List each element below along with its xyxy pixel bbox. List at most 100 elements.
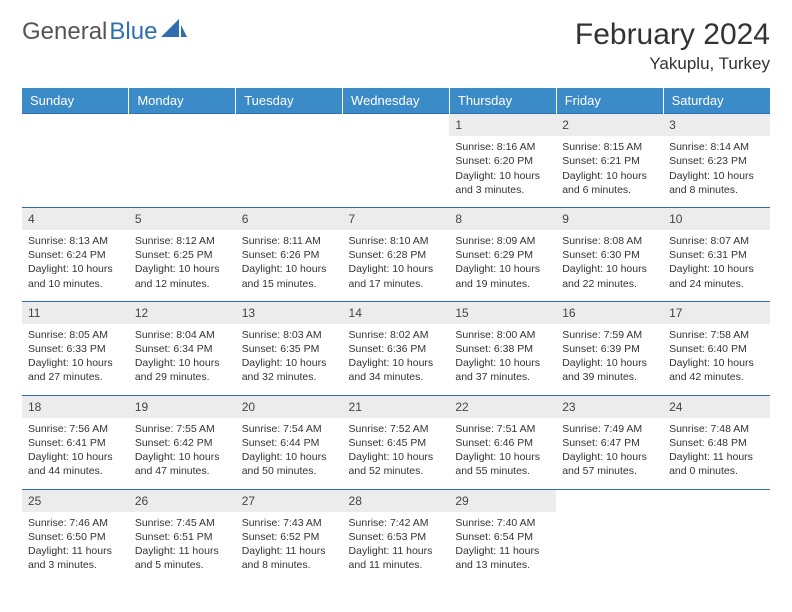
day-content: Sunrise: 8:05 AMSunset: 6:33 PMDaylight:… — [22, 324, 129, 395]
calendar-cell: 24Sunrise: 7:48 AMSunset: 6:48 PMDayligh… — [663, 395, 770, 489]
day-number: 22 — [449, 396, 556, 418]
day-number: 18 — [22, 396, 129, 418]
day-content: Sunrise: 8:08 AMSunset: 6:30 PMDaylight:… — [556, 230, 663, 301]
calendar-cell: 18Sunrise: 7:56 AMSunset: 6:41 PMDayligh… — [22, 395, 129, 489]
calendar-table: SundayMondayTuesdayWednesdayThursdayFrid… — [22, 88, 770, 582]
day-number: 24 — [663, 396, 770, 418]
day-number: 12 — [129, 302, 236, 324]
day-content: Sunrise: 7:49 AMSunset: 6:47 PMDaylight:… — [556, 418, 663, 489]
day-content: Sunrise: 8:00 AMSunset: 6:38 PMDaylight:… — [449, 324, 556, 395]
calendar-cell: 8Sunrise: 8:09 AMSunset: 6:29 PMDaylight… — [449, 207, 556, 301]
day-number: 6 — [236, 208, 343, 230]
location: Yakuplu, Turkey — [575, 54, 770, 74]
calendar-cell: 3Sunrise: 8:14 AMSunset: 6:23 PMDaylight… — [663, 114, 770, 208]
calendar-cell: 9Sunrise: 8:08 AMSunset: 6:30 PMDaylight… — [556, 207, 663, 301]
calendar-cell: 26Sunrise: 7:45 AMSunset: 6:51 PMDayligh… — [129, 489, 236, 582]
day-number: 16 — [556, 302, 663, 324]
day-number: 25 — [22, 490, 129, 512]
day-number: 4 — [22, 208, 129, 230]
day-number: 13 — [236, 302, 343, 324]
calendar-head: SundayMondayTuesdayWednesdayThursdayFrid… — [22, 88, 770, 114]
day-number: 28 — [343, 490, 450, 512]
day-content: Sunrise: 7:46 AMSunset: 6:50 PMDaylight:… — [22, 512, 129, 583]
weekday-header: Saturday — [663, 88, 770, 114]
day-number: 26 — [129, 490, 236, 512]
day-content: Sunrise: 8:13 AMSunset: 6:24 PMDaylight:… — [22, 230, 129, 301]
logo: GeneralBlue — [22, 18, 187, 46]
day-content: Sunrise: 8:09 AMSunset: 6:29 PMDaylight:… — [449, 230, 556, 301]
calendar-cell: 14Sunrise: 8:02 AMSunset: 6:36 PMDayligh… — [343, 301, 450, 395]
calendar-cell — [343, 114, 450, 208]
day-content: Sunrise: 7:55 AMSunset: 6:42 PMDaylight:… — [129, 418, 236, 489]
calendar-cell: 13Sunrise: 8:03 AMSunset: 6:35 PMDayligh… — [236, 301, 343, 395]
day-content: Sunrise: 7:45 AMSunset: 6:51 PMDaylight:… — [129, 512, 236, 583]
calendar-cell: 11Sunrise: 8:05 AMSunset: 6:33 PMDayligh… — [22, 301, 129, 395]
day-content: Sunrise: 8:03 AMSunset: 6:35 PMDaylight:… — [236, 324, 343, 395]
title-block: February 2024 Yakuplu, Turkey — [575, 18, 770, 74]
day-content: Sunrise: 8:11 AMSunset: 6:26 PMDaylight:… — [236, 230, 343, 301]
calendar-cell: 29Sunrise: 7:40 AMSunset: 6:54 PMDayligh… — [449, 489, 556, 582]
day-number: 3 — [663, 114, 770, 136]
day-content: Sunrise: 7:52 AMSunset: 6:45 PMDaylight:… — [343, 418, 450, 489]
calendar-cell: 10Sunrise: 8:07 AMSunset: 6:31 PMDayligh… — [663, 207, 770, 301]
weekday-header: Wednesday — [343, 88, 450, 114]
header: GeneralBlue February 2024 Yakuplu, Turke… — [22, 18, 770, 74]
day-content: Sunrise: 8:07 AMSunset: 6:31 PMDaylight:… — [663, 230, 770, 301]
calendar-body: 1Sunrise: 8:16 AMSunset: 6:20 PMDaylight… — [22, 114, 770, 583]
calendar-cell — [663, 489, 770, 582]
day-number: 15 — [449, 302, 556, 324]
calendar-cell — [556, 489, 663, 582]
calendar-row: 1Sunrise: 8:16 AMSunset: 6:20 PMDaylight… — [22, 114, 770, 208]
calendar-row: 25Sunrise: 7:46 AMSunset: 6:50 PMDayligh… — [22, 489, 770, 582]
day-number: 21 — [343, 396, 450, 418]
calendar-cell: 16Sunrise: 7:59 AMSunset: 6:39 PMDayligh… — [556, 301, 663, 395]
day-number: 8 — [449, 208, 556, 230]
calendar-cell: 15Sunrise: 8:00 AMSunset: 6:38 PMDayligh… — [449, 301, 556, 395]
day-content: Sunrise: 8:15 AMSunset: 6:21 PMDaylight:… — [556, 136, 663, 207]
calendar-row: 4Sunrise: 8:13 AMSunset: 6:24 PMDaylight… — [22, 207, 770, 301]
day-content: Sunrise: 8:14 AMSunset: 6:23 PMDaylight:… — [663, 136, 770, 207]
day-number: 11 — [22, 302, 129, 324]
day-content: Sunrise: 8:12 AMSunset: 6:25 PMDaylight:… — [129, 230, 236, 301]
calendar-cell: 19Sunrise: 7:55 AMSunset: 6:42 PMDayligh… — [129, 395, 236, 489]
calendar-cell — [129, 114, 236, 208]
calendar-row: 11Sunrise: 8:05 AMSunset: 6:33 PMDayligh… — [22, 301, 770, 395]
calendar-cell: 20Sunrise: 7:54 AMSunset: 6:44 PMDayligh… — [236, 395, 343, 489]
calendar-cell: 23Sunrise: 7:49 AMSunset: 6:47 PMDayligh… — [556, 395, 663, 489]
day-content: Sunrise: 7:56 AMSunset: 6:41 PMDaylight:… — [22, 418, 129, 489]
day-content: Sunrise: 7:42 AMSunset: 6:53 PMDaylight:… — [343, 512, 450, 583]
calendar-cell — [236, 114, 343, 208]
calendar-cell — [22, 114, 129, 208]
day-content: Sunrise: 8:02 AMSunset: 6:36 PMDaylight:… — [343, 324, 450, 395]
calendar-cell: 5Sunrise: 8:12 AMSunset: 6:25 PMDaylight… — [129, 207, 236, 301]
calendar-cell: 2Sunrise: 8:15 AMSunset: 6:21 PMDaylight… — [556, 114, 663, 208]
day-number: 29 — [449, 490, 556, 512]
calendar-cell: 7Sunrise: 8:10 AMSunset: 6:28 PMDaylight… — [343, 207, 450, 301]
day-number: 1 — [449, 114, 556, 136]
day-content: Sunrise: 8:16 AMSunset: 6:20 PMDaylight:… — [449, 136, 556, 207]
calendar-cell: 28Sunrise: 7:42 AMSunset: 6:53 PMDayligh… — [343, 489, 450, 582]
day-number: 5 — [129, 208, 236, 230]
day-number: 2 — [556, 114, 663, 136]
day-number: 20 — [236, 396, 343, 418]
day-content: Sunrise: 7:54 AMSunset: 6:44 PMDaylight:… — [236, 418, 343, 489]
month-title: February 2024 — [575, 18, 770, 52]
day-number: 9 — [556, 208, 663, 230]
sail-icon — [161, 18, 187, 46]
calendar-cell: 1Sunrise: 8:16 AMSunset: 6:20 PMDaylight… — [449, 114, 556, 208]
weekday-header: Friday — [556, 88, 663, 114]
calendar-cell: 22Sunrise: 7:51 AMSunset: 6:46 PMDayligh… — [449, 395, 556, 489]
calendar-cell: 27Sunrise: 7:43 AMSunset: 6:52 PMDayligh… — [236, 489, 343, 582]
day-number: 17 — [663, 302, 770, 324]
calendar-cell: 4Sunrise: 8:13 AMSunset: 6:24 PMDaylight… — [22, 207, 129, 301]
calendar-cell: 6Sunrise: 8:11 AMSunset: 6:26 PMDaylight… — [236, 207, 343, 301]
day-number: 7 — [343, 208, 450, 230]
weekday-header: Thursday — [449, 88, 556, 114]
logo-text-blue: Blue — [109, 18, 157, 46]
weekday-header: Sunday — [22, 88, 129, 114]
calendar-row: 18Sunrise: 7:56 AMSunset: 6:41 PMDayligh… — [22, 395, 770, 489]
calendar-cell: 21Sunrise: 7:52 AMSunset: 6:45 PMDayligh… — [343, 395, 450, 489]
day-number: 23 — [556, 396, 663, 418]
day-content: Sunrise: 7:48 AMSunset: 6:48 PMDaylight:… — [663, 418, 770, 489]
day-content: Sunrise: 7:51 AMSunset: 6:46 PMDaylight:… — [449, 418, 556, 489]
